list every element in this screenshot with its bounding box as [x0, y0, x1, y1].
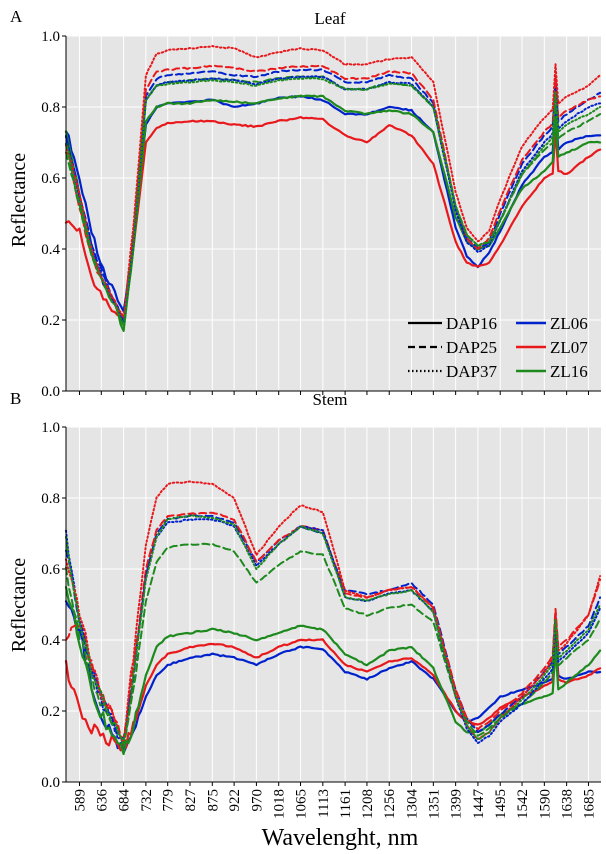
series-dap25-zl07 — [65, 511, 602, 739]
y-tick-label: 0.6 — [41, 171, 60, 187]
series-dap37-zl16 — [65, 77, 602, 326]
x-tick-label: 779 — [161, 789, 177, 812]
legend-label: DAP37 — [446, 362, 498, 381]
panel-label-a: A — [10, 7, 23, 26]
leaf-y-axis-label: Reflectance — [8, 153, 30, 247]
stem-panel-title: Stem — [313, 390, 348, 409]
series-dap37-zl16 — [65, 514, 602, 741]
x-tick-label: 1304 — [405, 789, 421, 820]
x-tick-label: 1113 — [316, 789, 332, 818]
x-tick-label: 1495 — [493, 789, 509, 819]
y-tick-label: 0.2 — [41, 313, 60, 329]
x-tick-label: 1685 — [581, 789, 597, 819]
x-tick-label: 970 — [249, 789, 265, 812]
x-axis-label: Wavelenght, nm — [262, 825, 419, 851]
x-tick-label: 1256 — [382, 789, 398, 820]
x-tick-label: 1638 — [560, 789, 576, 819]
y-tick-label: 0.4 — [41, 242, 60, 258]
x-tick-label: 589 — [72, 789, 88, 812]
x-tick-label: 827 — [183, 789, 199, 812]
y-tick-label: 0.8 — [41, 491, 60, 507]
x-tick-label: 875 — [205, 789, 221, 812]
x-tick-label: 1208 — [360, 789, 376, 819]
legend-label: ZL07 — [550, 338, 588, 357]
x-tick-label: 1018 — [272, 789, 288, 819]
stem-panel: B Stem Reflectance Wavelenght, nm 0.0 0.2… — [8, 389, 602, 851]
series-dap16-zl07 — [64, 115, 602, 323]
panel-label-b: B — [10, 389, 21, 408]
x-tick-label: 636 — [94, 789, 110, 812]
y-tick-label: 0.8 — [41, 100, 60, 116]
series-dap37-zl07 — [65, 480, 602, 743]
legend-label: ZL16 — [550, 362, 588, 381]
y-tick-label: 1.0 — [41, 29, 60, 45]
series-dap16-zl06 — [64, 600, 602, 754]
x-tick-label: 684 — [117, 789, 133, 812]
legend-label: DAP16 — [446, 314, 497, 333]
legend-label: DAP25 — [446, 338, 497, 357]
y-tick-label: 0.0 — [41, 775, 60, 791]
leaf-panel-title: Leaf — [314, 9, 345, 28]
series-dap37-zl07 — [65, 45, 602, 319]
y-tick-label: 0.2 — [41, 704, 60, 720]
x-tick-label: 1065 — [294, 789, 310, 819]
y-tick-label: 0.0 — [41, 384, 60, 400]
x-tick-label: 732 — [139, 789, 155, 812]
x-tick-label: 922 — [227, 789, 243, 812]
y-tick-label: 0.4 — [41, 633, 60, 649]
series-dap25-zl16 — [65, 542, 602, 749]
plot-area-background — [66, 36, 601, 391]
x-tick-label: 1447 — [471, 789, 487, 820]
stem-y-axis-label: Reflectance — [8, 558, 30, 652]
leaf-panel: A Leaf Reflectance 0.0 0.2 0.4 0.6 0.8 1.0 DAP… — [8, 7, 602, 400]
x-tick-label: 1542 — [515, 789, 531, 819]
y-tick-label: 0.6 — [41, 562, 60, 578]
series-dap25-zl07 — [65, 64, 602, 324]
x-tick-label: 1351 — [426, 789, 442, 819]
x-tick-label: 1161 — [338, 789, 354, 818]
legend: DAP16 DAP25 DAP37 ZL06 ZL07 ZL16 — [408, 314, 588, 381]
x-tick-label: 1590 — [537, 789, 553, 819]
legend-label: ZL06 — [550, 314, 588, 333]
y-tick-label: 1.0 — [41, 420, 60, 436]
plot-area-background — [66, 427, 601, 782]
x-tick-label: 1399 — [449, 789, 465, 819]
series-dap16-zl16 — [64, 94, 602, 332]
